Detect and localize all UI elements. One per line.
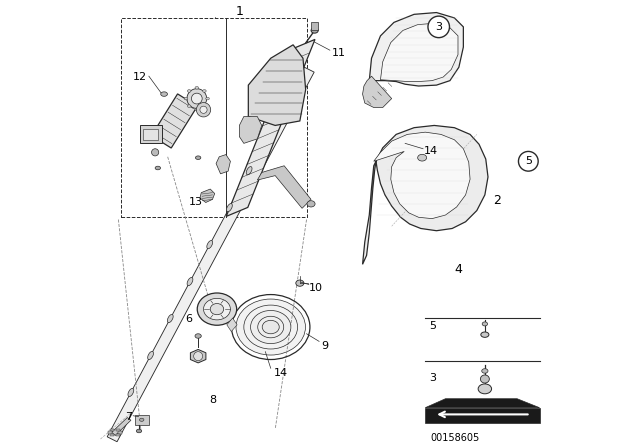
Bar <box>108 431 112 434</box>
Circle shape <box>200 106 207 113</box>
Ellipse shape <box>251 310 291 344</box>
Circle shape <box>191 93 202 104</box>
Ellipse shape <box>296 280 304 286</box>
Bar <box>312 22 318 30</box>
Circle shape <box>428 16 449 38</box>
Text: 2: 2 <box>493 194 501 207</box>
Ellipse shape <box>311 28 318 33</box>
Ellipse shape <box>236 299 305 355</box>
Text: 9: 9 <box>321 341 328 351</box>
Polygon shape <box>112 418 131 435</box>
Polygon shape <box>227 39 315 216</box>
Polygon shape <box>362 125 488 264</box>
Polygon shape <box>257 166 311 208</box>
Ellipse shape <box>204 298 230 320</box>
Ellipse shape <box>307 201 315 207</box>
Bar <box>136 415 149 425</box>
Ellipse shape <box>128 388 134 396</box>
Polygon shape <box>152 94 197 148</box>
Ellipse shape <box>246 167 252 175</box>
Ellipse shape <box>188 90 191 92</box>
Ellipse shape <box>168 314 173 323</box>
Text: 14: 14 <box>273 368 287 378</box>
Text: 7: 7 <box>125 412 132 422</box>
Circle shape <box>187 89 207 108</box>
Polygon shape <box>425 408 540 423</box>
Ellipse shape <box>481 332 489 337</box>
Ellipse shape <box>148 351 154 360</box>
Ellipse shape <box>262 320 279 334</box>
Ellipse shape <box>478 384 492 394</box>
Ellipse shape <box>203 90 206 92</box>
Text: 3: 3 <box>435 22 442 32</box>
Text: 1: 1 <box>236 4 243 18</box>
Polygon shape <box>216 155 230 174</box>
Text: 6: 6 <box>185 314 192 324</box>
Ellipse shape <box>195 86 198 89</box>
Text: 8: 8 <box>209 395 216 405</box>
Ellipse shape <box>187 277 193 286</box>
Ellipse shape <box>195 108 198 111</box>
Polygon shape <box>248 45 306 125</box>
Text: 00158605: 00158605 <box>431 433 480 443</box>
Bar <box>118 431 122 434</box>
Polygon shape <box>108 67 314 442</box>
Ellipse shape <box>195 156 201 159</box>
Bar <box>110 434 115 436</box>
Ellipse shape <box>161 92 168 96</box>
Bar <box>110 429 115 431</box>
Text: 3: 3 <box>429 373 436 383</box>
Ellipse shape <box>188 105 191 108</box>
Bar <box>116 429 120 431</box>
Text: 11: 11 <box>332 48 346 58</box>
Text: 5: 5 <box>525 156 532 166</box>
Text: 4: 4 <box>454 263 462 276</box>
Ellipse shape <box>197 293 237 325</box>
Polygon shape <box>239 116 262 143</box>
Bar <box>143 129 158 140</box>
Ellipse shape <box>184 97 188 100</box>
Polygon shape <box>140 125 163 143</box>
Ellipse shape <box>206 97 209 100</box>
Ellipse shape <box>227 203 232 212</box>
Text: 12: 12 <box>133 72 147 82</box>
Polygon shape <box>362 76 392 108</box>
Ellipse shape <box>195 334 201 338</box>
Text: 13: 13 <box>188 198 202 207</box>
Ellipse shape <box>155 166 161 170</box>
Ellipse shape <box>203 105 206 108</box>
Polygon shape <box>369 13 463 86</box>
Circle shape <box>518 151 538 171</box>
Bar <box>116 434 120 436</box>
Text: 14: 14 <box>424 146 438 156</box>
Polygon shape <box>380 23 458 82</box>
Ellipse shape <box>482 369 488 373</box>
Polygon shape <box>227 318 237 332</box>
Ellipse shape <box>211 304 224 314</box>
Ellipse shape <box>418 154 427 161</box>
Circle shape <box>196 103 211 117</box>
Bar <box>121 18 307 217</box>
Text: 10: 10 <box>308 283 323 293</box>
Text: 5: 5 <box>429 321 436 331</box>
Polygon shape <box>425 399 540 408</box>
Ellipse shape <box>481 375 490 383</box>
Ellipse shape <box>136 429 141 433</box>
Polygon shape <box>200 189 215 202</box>
Ellipse shape <box>482 322 488 326</box>
Polygon shape <box>190 349 206 363</box>
Ellipse shape <box>207 241 212 249</box>
Polygon shape <box>374 132 470 219</box>
Circle shape <box>194 352 203 361</box>
Circle shape <box>152 149 159 156</box>
Ellipse shape <box>140 418 144 421</box>
